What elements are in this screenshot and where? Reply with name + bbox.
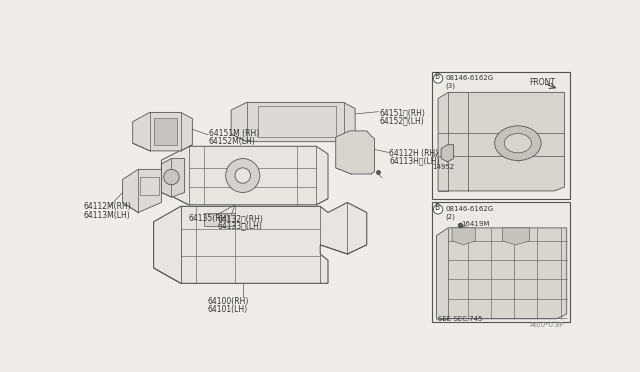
Ellipse shape — [495, 126, 541, 161]
Text: 64152M(LH): 64152M(LH) — [209, 137, 255, 146]
Text: 64101(LH): 64101(LH) — [208, 305, 248, 314]
Text: 64135(RH): 64135(RH) — [189, 214, 230, 223]
Polygon shape — [154, 202, 367, 283]
Text: 64133　(LH): 64133 (LH) — [218, 222, 263, 231]
Circle shape — [235, 168, 250, 183]
Polygon shape — [438, 92, 564, 191]
Text: 64113H　(LH): 64113H (LH) — [389, 156, 440, 165]
Text: 64112M(RH): 64112M(RH) — [84, 202, 132, 212]
Text: 14952: 14952 — [433, 164, 455, 170]
Bar — [432, 71, 570, 199]
Text: 64100(RH): 64100(RH) — [208, 297, 249, 306]
Polygon shape — [161, 146, 328, 205]
Polygon shape — [336, 131, 374, 174]
Circle shape — [164, 169, 179, 185]
Text: 64152　(LH): 64152 (LH) — [379, 116, 424, 125]
Polygon shape — [154, 118, 177, 145]
Text: 64132　(RH): 64132 (RH) — [218, 214, 264, 223]
Text: 64112H (RH): 64112H (RH) — [389, 148, 438, 158]
Text: A6/0*0.8P: A6/0*0.8P — [529, 322, 564, 328]
Text: FRONT: FRONT — [529, 78, 556, 87]
Polygon shape — [231, 102, 355, 142]
Polygon shape — [441, 145, 454, 162]
Text: 64113M(LH): 64113M(LH) — [84, 211, 131, 220]
Circle shape — [433, 74, 443, 83]
Text: 64151M (RH): 64151M (RH) — [209, 129, 259, 138]
Polygon shape — [123, 169, 161, 212]
Text: (2): (2) — [445, 213, 455, 220]
Text: 64151　(RH): 64151 (RH) — [379, 109, 425, 118]
Text: (3): (3) — [445, 82, 455, 89]
Text: 16419M: 16419M — [461, 221, 490, 227]
Text: 08146-6162G: 08146-6162G — [445, 75, 493, 81]
Polygon shape — [502, 228, 529, 245]
Text: B: B — [435, 73, 440, 81]
Text: 08146-6162G: 08146-6162G — [445, 206, 493, 212]
Polygon shape — [436, 228, 566, 319]
Circle shape — [433, 205, 443, 214]
Polygon shape — [452, 228, 476, 245]
Bar — [432, 202, 570, 322]
Ellipse shape — [504, 134, 531, 153]
Polygon shape — [161, 158, 184, 197]
Polygon shape — [204, 212, 235, 225]
Circle shape — [226, 158, 260, 192]
Text: B: B — [435, 203, 440, 212]
Polygon shape — [132, 112, 193, 151]
Text: SEE SEC.745: SEE SEC.745 — [438, 316, 483, 322]
